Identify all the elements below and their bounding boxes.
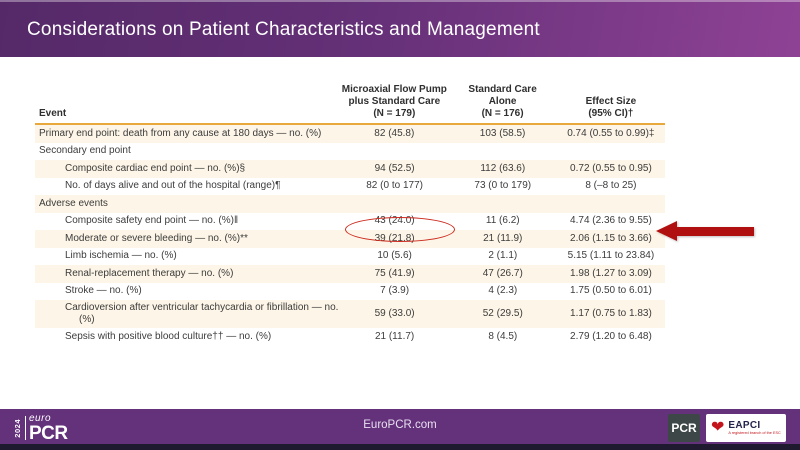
- event-cell: Composite safety end point — no. (%)‖: [65, 215, 239, 227]
- column-header-line: plus Standard Care: [348, 96, 441, 107]
- logo-pcr-text: PCR: [29, 422, 68, 444]
- slide-header: Considerations on Patient Characteristic…: [0, 0, 800, 57]
- event-cell: Sepsis with positive blood culture†† — n…: [65, 330, 272, 342]
- table-row: Renal-replacement therapy — no. (%) 75 (4…: [35, 265, 665, 283]
- value-cell: 21 (11.9): [483, 232, 523, 244]
- table-row: Cardioversion after ventricular tachycar…: [35, 300, 665, 328]
- column-header-line: Effect Size: [585, 96, 637, 107]
- event-cell: Limb ischemia — no. (%): [65, 250, 177, 262]
- event-cell: Composite cardiac end point — no. (%)§: [65, 162, 246, 174]
- value-cell: 59 (33.0): [374, 308, 415, 319]
- effect-size-cell: 1.98 (1.27 to 3.09): [570, 267, 652, 279]
- value-cell: 73 (0 to 179): [474, 180, 532, 192]
- column-header-line: (95% CI)†: [588, 108, 634, 119]
- effect-size-cell: 2.06 (1.15 to 3.66): [570, 232, 652, 244]
- eapci-name: EAPCI: [728, 419, 761, 431]
- event-cell: Stroke — no. (%): [65, 285, 142, 297]
- effect-size-cell: 0.74 (0.55 to 0.99)‡: [567, 127, 655, 139]
- effect-size-cell: 0.72 (0.55 to 0.95): [570, 162, 652, 174]
- value-cell: 103 (58.5): [479, 127, 526, 139]
- event-cell: Cardioversion after ventricular tachycar…: [65, 302, 339, 325]
- red-arrow-icon: [656, 221, 754, 241]
- table-row: No. of days alive and out of the hospita…: [35, 178, 665, 196]
- column-header-line: Microaxial Flow Pump: [341, 84, 447, 95]
- effect-size-cell: 2.79 (1.20 to 6.48): [570, 330, 652, 342]
- table-row: Sepsis with positive blood culture†† — n…: [35, 328, 665, 346]
- effect-size-cell: 8 (–8 to 25): [585, 180, 637, 192]
- column-header-line: (N = 176): [481, 108, 524, 119]
- heart-icon: ❤: [711, 419, 725, 436]
- event-cell: Adverse events: [39, 197, 108, 209]
- value-cell: 11 (6.2): [485, 215, 520, 227]
- value-cell: 21 (11.7): [374, 330, 415, 342]
- effect-size-cell: 1.17 (0.75 to 1.83): [570, 308, 652, 319]
- column-header-line: Standard Care: [468, 84, 537, 95]
- event-cell: Renal-replacement therapy — no. (%): [65, 267, 234, 279]
- value-cell: 8 (4.5): [488, 330, 518, 342]
- value-cell: 112 (63.6): [480, 162, 526, 174]
- eapci-subtitle: A registered branch of the ESC: [728, 430, 781, 435]
- table-row: Limb ischemia — no. (%) 10 (5.6) 2 (1.1) 5.…: [35, 248, 665, 266]
- arrow-shaft: [676, 226, 754, 236]
- column-header-line: Alone: [488, 96, 517, 107]
- arrow-head: [656, 221, 677, 241]
- value-cell: 10 (5.6): [377, 250, 412, 262]
- page-title: Considerations on Patient Characteristic…: [27, 18, 540, 40]
- results-table: Event Microaxial Flow Pump plus Standard …: [35, 84, 665, 346]
- table-row: Adverse events: [35, 195, 665, 213]
- value-cell: 2 (1.1): [488, 250, 518, 262]
- value-cell: 7 (3.9): [380, 285, 410, 297]
- column-header-effect: Effect Size (95% CI)†: [557, 96, 665, 120]
- column-header-group2: Standard Care Alone (N = 176): [448, 84, 556, 120]
- value-cell: 75 (41.9): [374, 267, 415, 279]
- column-header-event: Event: [39, 108, 67, 119]
- value-cell: 94 (52.5): [374, 162, 415, 174]
- table-body: Primary end point: death from any cause …: [35, 125, 665, 346]
- table-row: Secondary end point: [35, 143, 665, 161]
- event-cell: Secondary end point: [39, 145, 131, 157]
- effect-size-cell: 5.15 (1.11 to 23.84): [567, 250, 655, 262]
- effect-size-cell: 4.74 (2.36 to 9.55): [570, 215, 652, 227]
- effect-size-cell: 1.75 (0.50 to 6.01): [570, 285, 652, 297]
- table-row: Primary end point: death from any cause …: [35, 125, 665, 143]
- value-cell: 47 (26.7): [482, 267, 523, 279]
- table-row: Composite cardiac end point — no. (%)§ 94…: [35, 160, 665, 178]
- column-header-group1: Microaxial Flow Pump plus Standard Care (N…: [340, 84, 448, 120]
- event-cell: No. of days alive and out of the hospita…: [65, 180, 281, 192]
- event-cell: Moderate or severe bleeding — no. (%)**: [65, 232, 248, 244]
- europcr-logo: 2024 euro PCR: [13, 412, 68, 444]
- logo-separator: [25, 416, 26, 440]
- value-cell: 82 (0 to 177): [366, 180, 423, 192]
- value-cell: 82 (45.8): [374, 127, 415, 139]
- value-cell: 4 (2.3): [488, 285, 518, 297]
- column-header-line: (N = 179): [373, 108, 416, 119]
- table-header-row: Event Microaxial Flow Pump plus Standard …: [35, 84, 665, 125]
- eapci-logo: ❤ EAPCI A registered branch of the ESC: [706, 414, 786, 442]
- footer-website: EuroPCR.com: [363, 419, 437, 431]
- pcr-badge-logo: PCR: [668, 414, 700, 442]
- event-cell: Primary end point: death from any cause …: [39, 127, 322, 139]
- value-cell: 52 (29.5): [482, 308, 523, 319]
- bottom-strip: [0, 444, 800, 450]
- red-circle-annotation: [345, 217, 455, 242]
- logo-euro-text: euro: [29, 412, 52, 424]
- slide-footer: 2024 euro PCR EuroPCR.com PCR ❤ EAPCI A …: [0, 409, 800, 444]
- table-row: Stroke — no. (%) 7 (3.9) 4 (2.3) 1.75 (0.50…: [35, 283, 665, 301]
